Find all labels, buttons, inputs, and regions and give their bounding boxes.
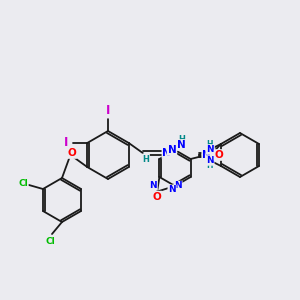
Text: N: N [177, 140, 186, 150]
Text: H: H [207, 161, 213, 170]
Text: N: N [168, 185, 176, 194]
Text: N: N [206, 145, 214, 154]
Text: N: N [206, 156, 214, 165]
Text: I: I [106, 104, 110, 118]
Text: O: O [68, 148, 76, 158]
Text: H: H [178, 134, 185, 143]
Text: O: O [214, 150, 223, 160]
Text: N: N [168, 145, 176, 155]
Text: N: N [174, 182, 182, 190]
Text: N: N [162, 148, 171, 158]
Text: N: N [202, 150, 211, 160]
Text: H: H [207, 140, 213, 149]
Text: H: H [142, 154, 149, 164]
Text: H: H [207, 146, 214, 154]
Text: O: O [153, 192, 161, 202]
Text: Cl: Cl [45, 238, 55, 247]
Text: I: I [64, 136, 68, 149]
Text: Cl: Cl [18, 179, 28, 188]
Text: N: N [149, 181, 157, 190]
